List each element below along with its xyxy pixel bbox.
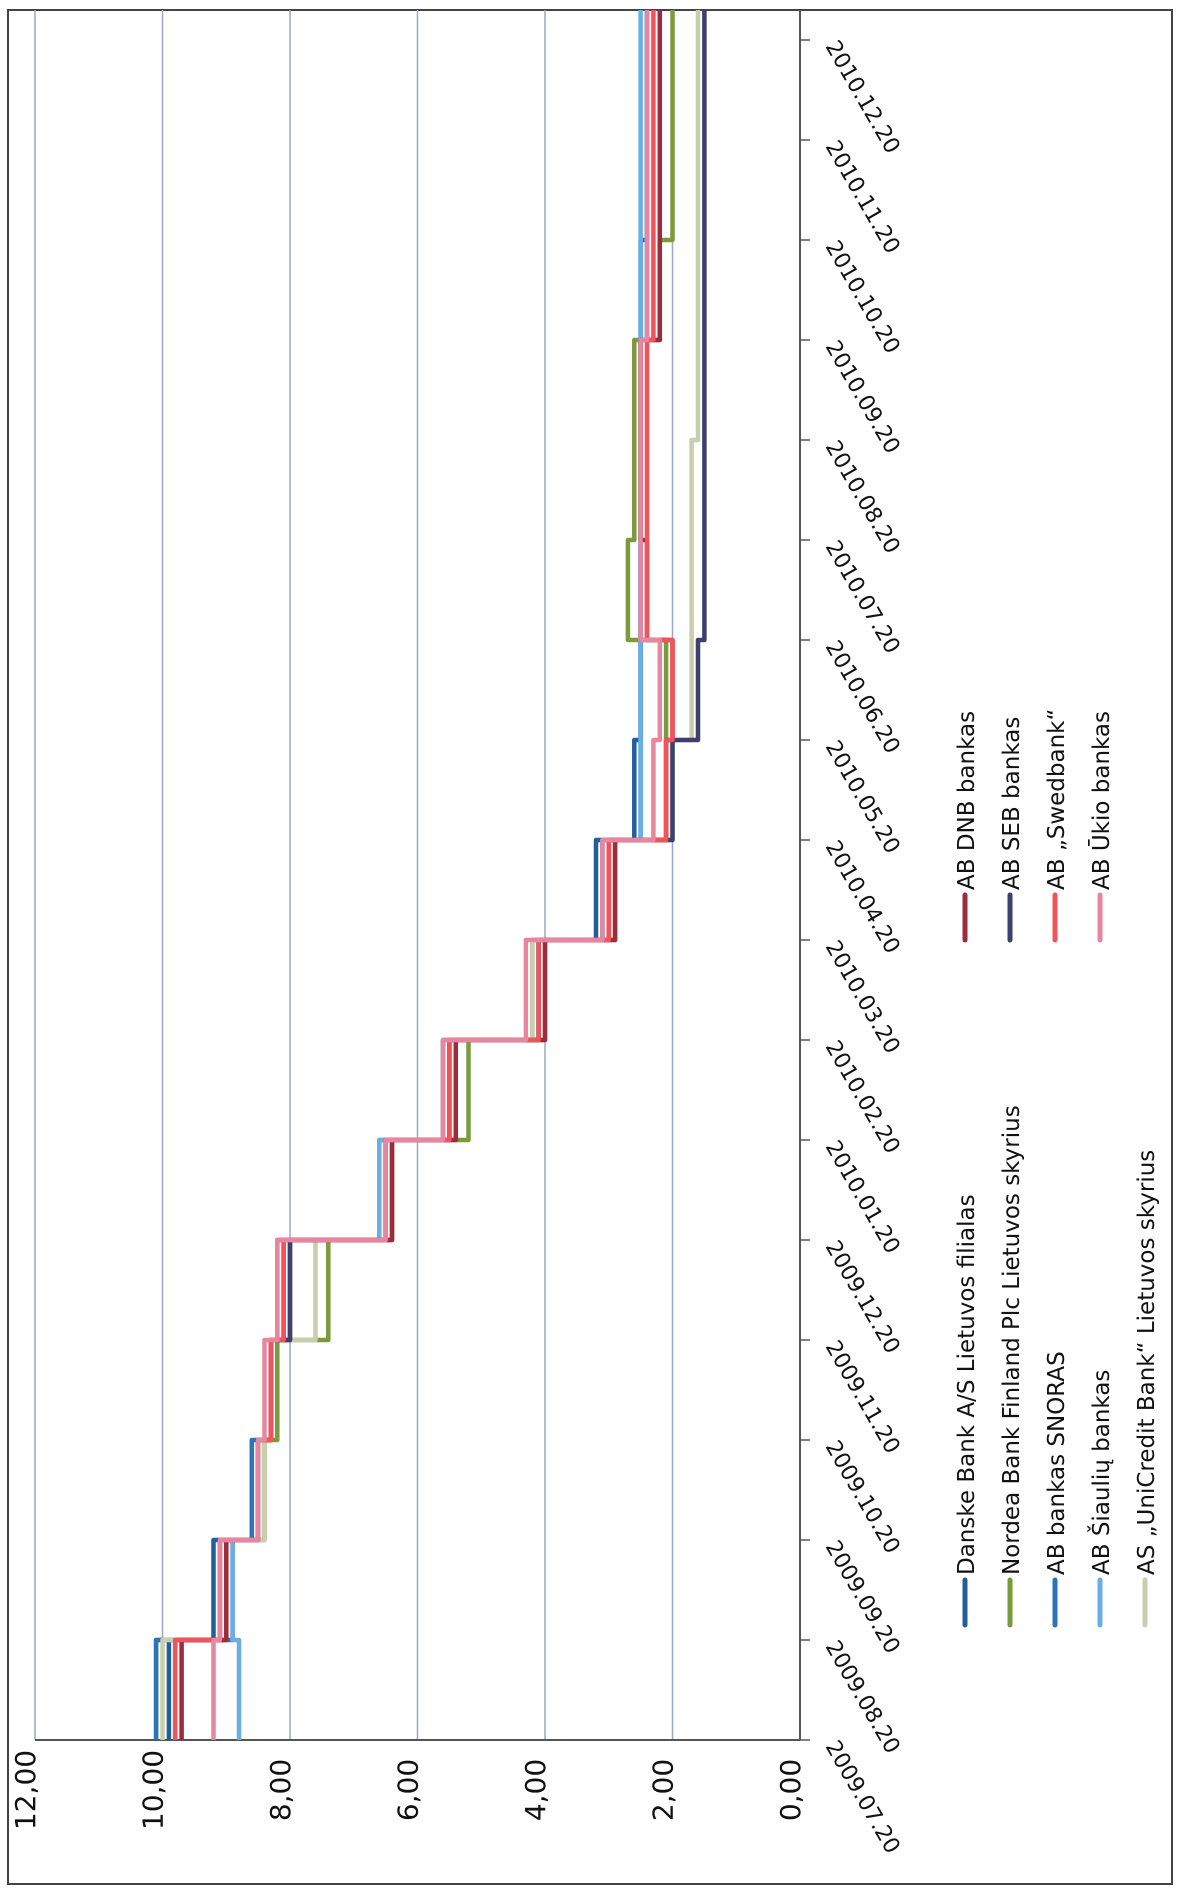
y-tick-label: 6,00	[392, 1759, 425, 1821]
legend-label: AB bankas SNORAS	[1044, 1351, 1070, 1575]
legend-label: AB Šiaulių bankas	[1087, 1370, 1115, 1575]
y-tick-label: 0,00	[774, 1759, 807, 1821]
legend-label: AB Ūkio bankas	[1088, 711, 1115, 890]
series-lines	[153, 10, 707, 1740]
y-tick-labels: 0,00 2,00 4,00 6,00 8,00 10,00 12,00	[9, 1750, 807, 1830]
legend-label: AB DNB bankas	[954, 711, 980, 890]
series-line	[160, 10, 701, 1740]
legend-label: AB „Swedbank“	[1044, 709, 1070, 890]
y-tick-label: 4,00	[519, 1759, 552, 1821]
legend-label: Nordea Bank Finland Plc Lietuvos skyrius	[999, 1105, 1025, 1575]
legend-label: AS „UniCredit Bank“ Lietuvos skyrius	[1134, 1150, 1160, 1575]
chart-border	[7, 9, 1173, 1885]
grid-lines	[34, 10, 674, 1740]
legend: Danske Bank A/S Lietuvos filialas Nordea …	[954, 709, 1160, 1628]
y-tick-label: 2,00	[647, 1759, 680, 1821]
series-line	[211, 10, 663, 1740]
y-tick-label: 8,00	[264, 1759, 297, 1821]
y-tick-label: 10,00	[137, 1750, 170, 1830]
y-tick-label: 12,00	[9, 1750, 42, 1830]
legend-label: Danske Bank A/S Lietuvos filialas	[954, 1194, 980, 1575]
legend-label: AB SEB bankas	[999, 717, 1025, 890]
